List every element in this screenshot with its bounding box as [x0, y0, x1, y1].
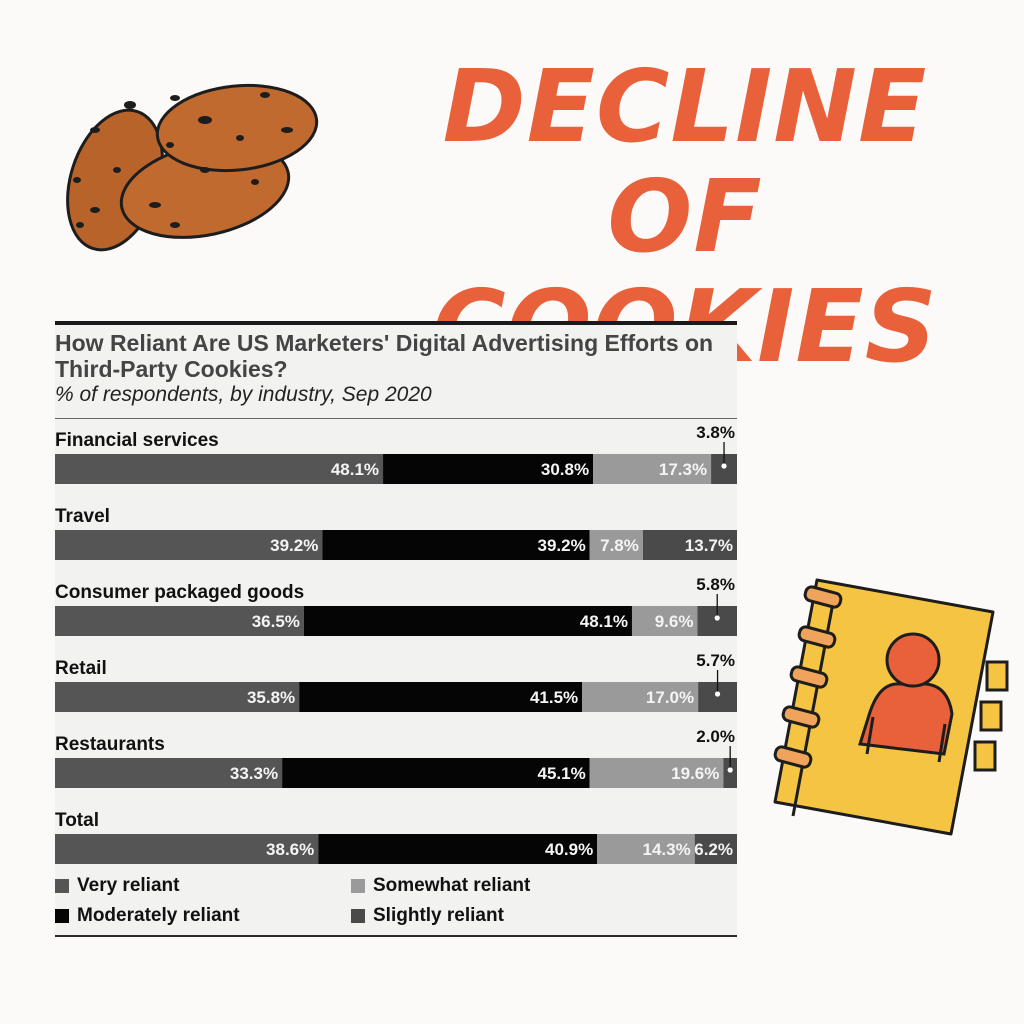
bar-segment	[383, 454, 594, 484]
data-label: 40.9%	[545, 840, 593, 859]
legend-item-somewhat-reliant: Somewhat reliant	[351, 875, 530, 897]
data-label: 30.8%	[541, 460, 589, 479]
notebook-icon	[773, 578, 1009, 836]
data-label: 17.0%	[646, 688, 694, 707]
legend-label: Very reliant	[77, 875, 180, 896]
chart-panel: How Reliant Are US Marketers' Digital Ad…	[55, 321, 737, 937]
data-label: 39.2%	[270, 536, 318, 555]
data-label: 5.7%	[696, 651, 735, 670]
data-label: 39.2%	[537, 536, 585, 555]
data-label: 6.2%	[694, 840, 733, 859]
label-leader-dot	[714, 691, 721, 697]
bar-segment	[589, 758, 724, 788]
cookies-icon	[66, 83, 319, 252]
bar-segment	[631, 606, 698, 636]
data-label: 38.6%	[266, 840, 314, 859]
bar-segment	[303, 606, 632, 636]
bar-segment	[55, 530, 323, 560]
category-label: Financial services	[55, 430, 219, 451]
category-label: Total	[55, 810, 99, 831]
bar-segment	[597, 834, 695, 864]
bar-segment	[55, 682, 300, 712]
data-label: 3.8%	[696, 423, 735, 442]
title-divider	[55, 418, 737, 419]
data-label: 13.7%	[685, 536, 733, 555]
bar-segment	[582, 682, 699, 712]
legend-item-slightly-reliant: Slightly reliant	[351, 905, 504, 927]
data-label: 2.0%	[696, 727, 735, 746]
category-label: Travel	[55, 506, 110, 527]
chart-subtitle: % of respondents, by industry, Sep 2020	[55, 383, 432, 406]
data-label: 7.8%	[600, 536, 639, 555]
legend-item-moderately-reliant: Moderately reliant	[55, 905, 240, 927]
legend-swatch	[55, 879, 69, 893]
legend-label: Slightly reliant	[373, 905, 504, 926]
data-label: 41.5%	[530, 688, 578, 707]
data-label: 48.1%	[331, 460, 379, 479]
data-label: 35.8%	[247, 688, 295, 707]
legend-label: Somewhat reliant	[373, 875, 531, 896]
legend-swatch	[351, 909, 365, 923]
legend-item-very-reliant: Very reliant	[55, 875, 179, 897]
chart-title: How Reliant Are US Marketers' Digital Ad…	[55, 330, 714, 382]
bar-segment	[55, 758, 283, 788]
label-leader-dot	[727, 767, 733, 773]
bar-segment	[694, 834, 737, 864]
data-label: 17.3%	[659, 460, 707, 479]
bar-segment	[723, 758, 737, 788]
bar-segment	[282, 758, 590, 788]
bar-segment	[55, 454, 384, 484]
bar-segment	[642, 530, 737, 560]
data-label: 5.8%	[696, 575, 735, 594]
legend-swatch	[351, 879, 365, 893]
category-label: Restaurants	[55, 734, 165, 755]
poster-title: DECLINE OF COOKIES	[360, 52, 1010, 382]
bar-segment	[322, 530, 590, 560]
bar-segment	[299, 682, 583, 712]
bar-segment	[593, 454, 712, 484]
category-label: Retail	[55, 658, 107, 679]
category-label: Consumer packaged goods	[55, 582, 304, 603]
data-label: 14.3%	[643, 840, 691, 859]
label-leader-dot	[714, 615, 720, 621]
stacked-bar-chart: Financial services 48.1% 30.8% 17.3% 3.8% Tra…	[55, 423, 737, 864]
bar-segment	[318, 834, 598, 864]
label-leader-dot	[721, 463, 727, 469]
data-label: 36.5%	[252, 612, 300, 631]
data-label: 33.3%	[230, 764, 278, 783]
data-label: 9.6%	[655, 612, 694, 631]
data-label: 48.1%	[580, 612, 628, 631]
data-label: 45.1%	[537, 764, 585, 783]
legend-label: Moderately reliant	[77, 905, 240, 926]
bar-segment	[55, 606, 304, 636]
bar-segment	[55, 834, 319, 864]
legend-swatch	[55, 909, 69, 923]
data-label: 19.6%	[671, 764, 719, 783]
bar-segment	[589, 530, 643, 560]
poster-title-line-1: DECLINE OF	[442, 48, 928, 275]
